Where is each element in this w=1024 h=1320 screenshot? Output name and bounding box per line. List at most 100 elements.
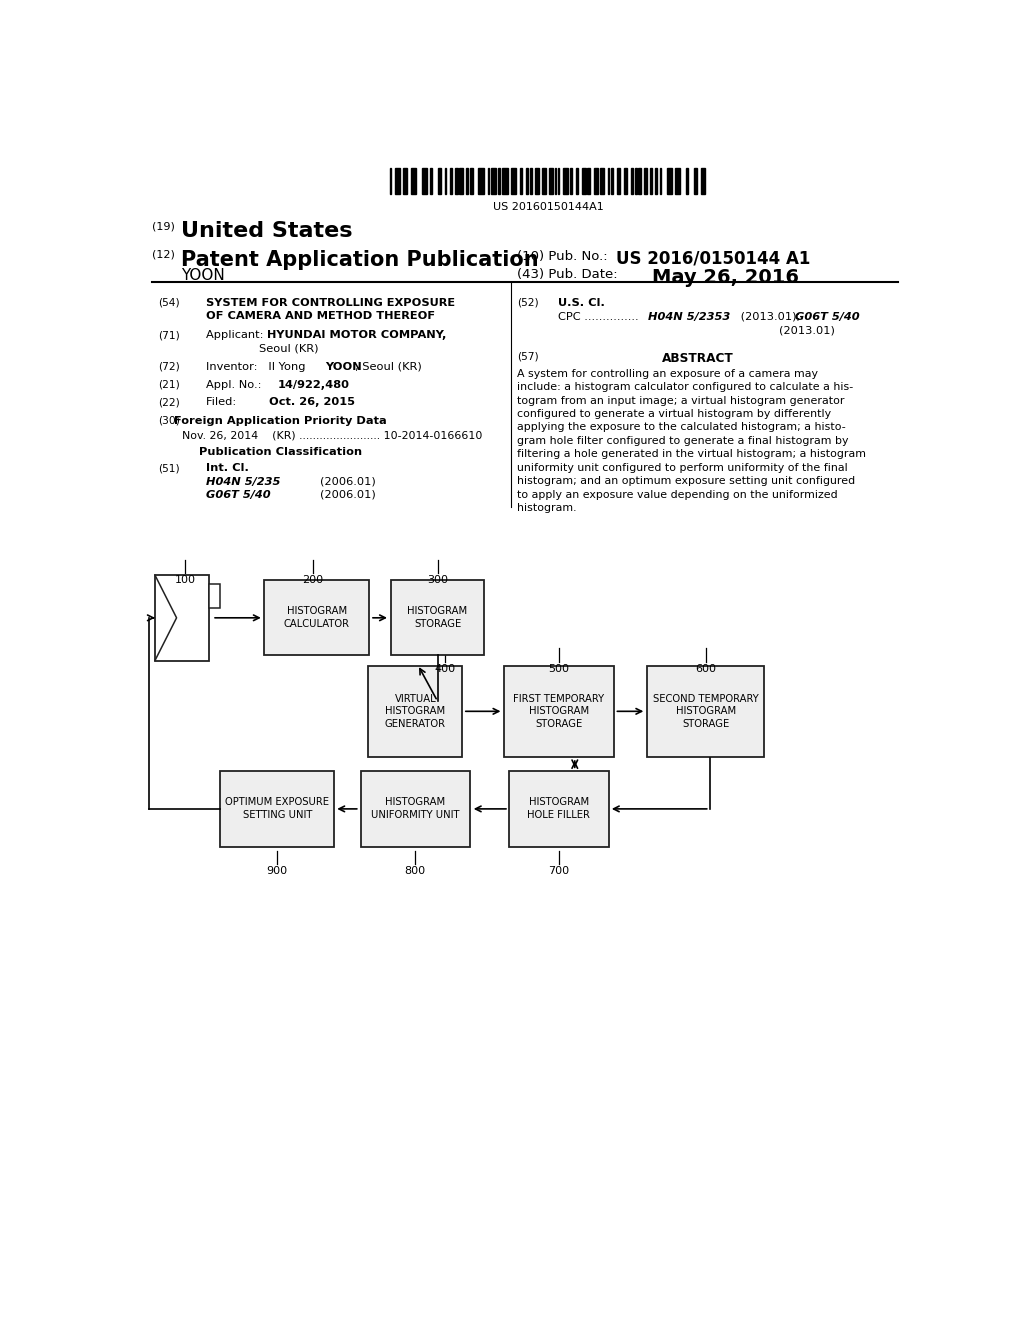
Text: HISTOGRAM
UNIFORMITY UNIT: HISTOGRAM UNIFORMITY UNIT bbox=[371, 797, 460, 820]
Bar bbox=[391, 581, 484, 656]
Text: configured to generate a virtual histogram by differently: configured to generate a virtual histogr… bbox=[517, 409, 831, 418]
Text: G06T 5/40: G06T 5/40 bbox=[795, 312, 859, 322]
Text: include: a histogram calculator configured to calculate a his-: include: a histogram calculator configur… bbox=[517, 383, 853, 392]
Text: (22): (22) bbox=[158, 397, 180, 408]
Text: YOON: YOON bbox=[325, 362, 361, 372]
Text: histogram.: histogram. bbox=[517, 503, 577, 513]
Bar bbox=[675, 168, 680, 194]
Text: togram from an input image; a virtual histogram generator: togram from an input image; a virtual hi… bbox=[517, 396, 845, 405]
Bar bbox=[624, 168, 627, 194]
Bar bbox=[411, 168, 416, 194]
Text: 200: 200 bbox=[302, 576, 324, 585]
Text: H04N 5/2353: H04N 5/2353 bbox=[648, 312, 730, 322]
Bar bbox=[686, 168, 688, 194]
Text: SYSTEM FOR CONTROLLING EXPOSURE: SYSTEM FOR CONTROLLING EXPOSURE bbox=[206, 297, 455, 308]
Text: 400: 400 bbox=[435, 664, 456, 673]
Text: Applicant:: Applicant: bbox=[206, 330, 267, 341]
Text: (57): (57) bbox=[517, 351, 539, 362]
Bar bbox=[582, 168, 586, 194]
Text: (72): (72) bbox=[158, 362, 180, 372]
Text: HISTOGRAM
HOLE FILLER: HISTOGRAM HOLE FILLER bbox=[527, 797, 591, 820]
Bar bbox=[654, 168, 657, 194]
Bar bbox=[470, 168, 473, 194]
Text: May 26, 2016: May 26, 2016 bbox=[652, 268, 799, 288]
Text: 300: 300 bbox=[427, 576, 449, 585]
Bar bbox=[600, 168, 604, 194]
Text: 700: 700 bbox=[549, 866, 569, 875]
Text: Oct. 26, 2015: Oct. 26, 2015 bbox=[269, 397, 355, 408]
Bar bbox=[577, 168, 578, 194]
Text: SECOND TEMPORARY
HISTOGRAM
STORAGE: SECOND TEMPORARY HISTOGRAM STORAGE bbox=[653, 693, 759, 729]
Bar bbox=[403, 168, 407, 194]
Text: (21): (21) bbox=[158, 380, 180, 389]
Text: (43) Pub. Date:: (43) Pub. Date: bbox=[517, 268, 617, 281]
Bar bbox=[509, 771, 608, 846]
Bar bbox=[504, 665, 613, 758]
Bar bbox=[511, 168, 516, 194]
Text: (2013.01);: (2013.01); bbox=[737, 312, 805, 322]
Text: applying the exposure to the calculated histogram; a histo-: applying the exposure to the calculated … bbox=[517, 422, 846, 433]
Text: (52): (52) bbox=[517, 297, 539, 308]
Bar bbox=[498, 168, 500, 194]
Bar bbox=[502, 168, 508, 194]
Text: Patent Application Publication: Patent Application Publication bbox=[181, 249, 539, 269]
Text: (2006.01): (2006.01) bbox=[321, 477, 376, 487]
Text: (51): (51) bbox=[158, 463, 180, 474]
Bar bbox=[529, 168, 531, 194]
Text: Inventor:   Il Yong: Inventor: Il Yong bbox=[206, 362, 309, 372]
Text: to apply an exposure value depending on the uniformized: to apply an exposure value depending on … bbox=[517, 490, 838, 499]
Text: (19): (19) bbox=[152, 222, 175, 231]
Bar bbox=[264, 581, 370, 656]
Text: US 20160150144A1: US 20160150144A1 bbox=[494, 202, 604, 213]
Bar bbox=[437, 168, 440, 194]
Bar bbox=[635, 168, 637, 194]
Text: 14/922,480: 14/922,480 bbox=[278, 380, 349, 389]
Text: 500: 500 bbox=[549, 664, 569, 673]
Text: (2006.01): (2006.01) bbox=[321, 490, 376, 500]
Bar bbox=[390, 168, 391, 194]
Bar bbox=[536, 168, 540, 194]
Text: (71): (71) bbox=[158, 330, 180, 341]
Bar bbox=[542, 168, 546, 194]
Text: HYUNDAI MOTOR COMPANY,: HYUNDAI MOTOR COMPANY, bbox=[267, 330, 446, 341]
Bar bbox=[694, 168, 697, 194]
Bar bbox=[478, 168, 483, 194]
Bar bbox=[667, 168, 673, 194]
Text: (2013.01): (2013.01) bbox=[778, 325, 835, 335]
Bar bbox=[647, 665, 765, 758]
Text: HISTOGRAM
CALCULATOR: HISTOGRAM CALCULATOR bbox=[284, 606, 350, 630]
Text: H04N 5/235: H04N 5/235 bbox=[206, 477, 281, 487]
Bar bbox=[451, 168, 452, 194]
Bar bbox=[701, 168, 705, 194]
Text: Publication Classification: Publication Classification bbox=[199, 447, 361, 457]
Text: VIRTUAL
HISTOGRAM
GENERATOR: VIRTUAL HISTOGRAM GENERATOR bbox=[385, 693, 445, 729]
Bar bbox=[369, 665, 462, 758]
Text: CPC ...............: CPC ............... bbox=[558, 312, 642, 322]
Bar bbox=[594, 168, 598, 194]
Text: Foreign Application Priority Data: Foreign Application Priority Data bbox=[174, 416, 387, 425]
Text: (54): (54) bbox=[158, 297, 180, 308]
Bar bbox=[455, 168, 458, 194]
Text: A system for controlling an exposure of a camera may: A system for controlling an exposure of … bbox=[517, 368, 818, 379]
Bar bbox=[459, 168, 463, 194]
Text: Int. Cl.: Int. Cl. bbox=[206, 463, 249, 474]
Text: 100: 100 bbox=[175, 576, 196, 585]
Text: OF CAMERA AND METHOD THEREOF: OF CAMERA AND METHOD THEREOF bbox=[206, 312, 435, 321]
Text: FIRST TEMPORARY
HISTOGRAM
STORAGE: FIRST TEMPORARY HISTOGRAM STORAGE bbox=[513, 693, 604, 729]
Text: OPTIMUM EXPOSURE
SETTING UNIT: OPTIMUM EXPOSURE SETTING UNIT bbox=[225, 797, 329, 820]
Bar bbox=[360, 771, 470, 846]
Bar bbox=[587, 168, 591, 194]
Bar bbox=[430, 168, 432, 194]
Bar bbox=[220, 771, 334, 846]
Text: US 2016/0150144 A1: US 2016/0150144 A1 bbox=[616, 249, 810, 268]
Text: (30): (30) bbox=[158, 416, 180, 425]
Bar bbox=[466, 168, 468, 194]
Text: HISTOGRAM
STORAGE: HISTOGRAM STORAGE bbox=[408, 606, 468, 630]
Text: histogram; and an optimum exposure setting unit configured: histogram; and an optimum exposure setti… bbox=[517, 477, 855, 486]
Bar bbox=[644, 168, 647, 194]
Text: United States: United States bbox=[181, 222, 352, 242]
Text: 600: 600 bbox=[695, 664, 716, 673]
Text: uniformity unit configured to perform uniformity of the final: uniformity unit configured to perform un… bbox=[517, 463, 848, 473]
Bar bbox=[558, 168, 559, 194]
Text: G06T 5/40: G06T 5/40 bbox=[206, 490, 270, 500]
